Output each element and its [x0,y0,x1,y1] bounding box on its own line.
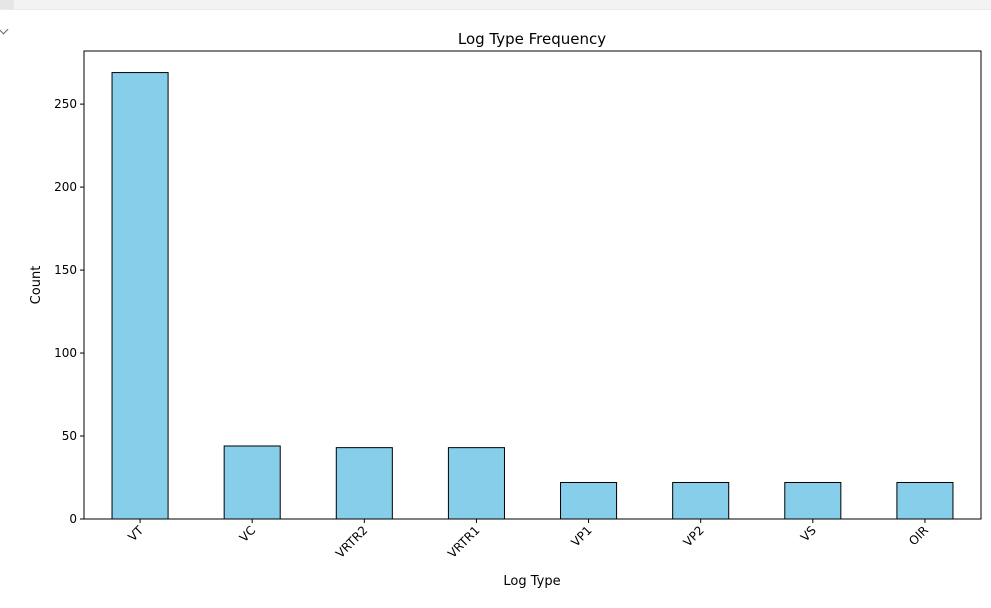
x-axis-label: Log Type [503,574,560,589]
y-tick-label: 150 [54,263,77,277]
y-tick-label: 50 [62,429,77,443]
y-tick-label: 100 [54,346,77,360]
chart-title: Log Type Frequency [458,30,606,48]
x-tick-label-oir: OIR [906,523,931,548]
bar-vs [784,481,842,520]
x-tick-label-vs: VS [798,523,819,544]
y-tick-label: 200 [54,180,77,194]
x-tick-label-vp1: VP1 [568,523,594,549]
bar-vt [111,72,169,520]
y-tick-label: 0 [69,512,77,526]
plot-frame [83,50,982,520]
bar-vp2 [672,481,730,520]
y-tick-label: 250 [54,97,77,111]
bar-oir [896,481,954,520]
y-axis-label: Count [29,266,44,305]
x-tick-label-vrtr2: VRTR2 [333,523,370,560]
cell-gutter [0,0,14,9]
x-tick-label-vt: VT [125,523,146,544]
bar-vc [223,445,281,520]
bar-vrtr1 [447,447,505,520]
notebook-top-strip [0,0,991,10]
x-tick-label-vp2: VP2 [681,523,707,549]
x-tick-label-vc: VC [237,523,259,545]
bar-vrtr2 [335,447,393,520]
x-tick-label-vrtr1: VRTR1 [445,523,482,560]
bar-vp1 [560,481,618,520]
